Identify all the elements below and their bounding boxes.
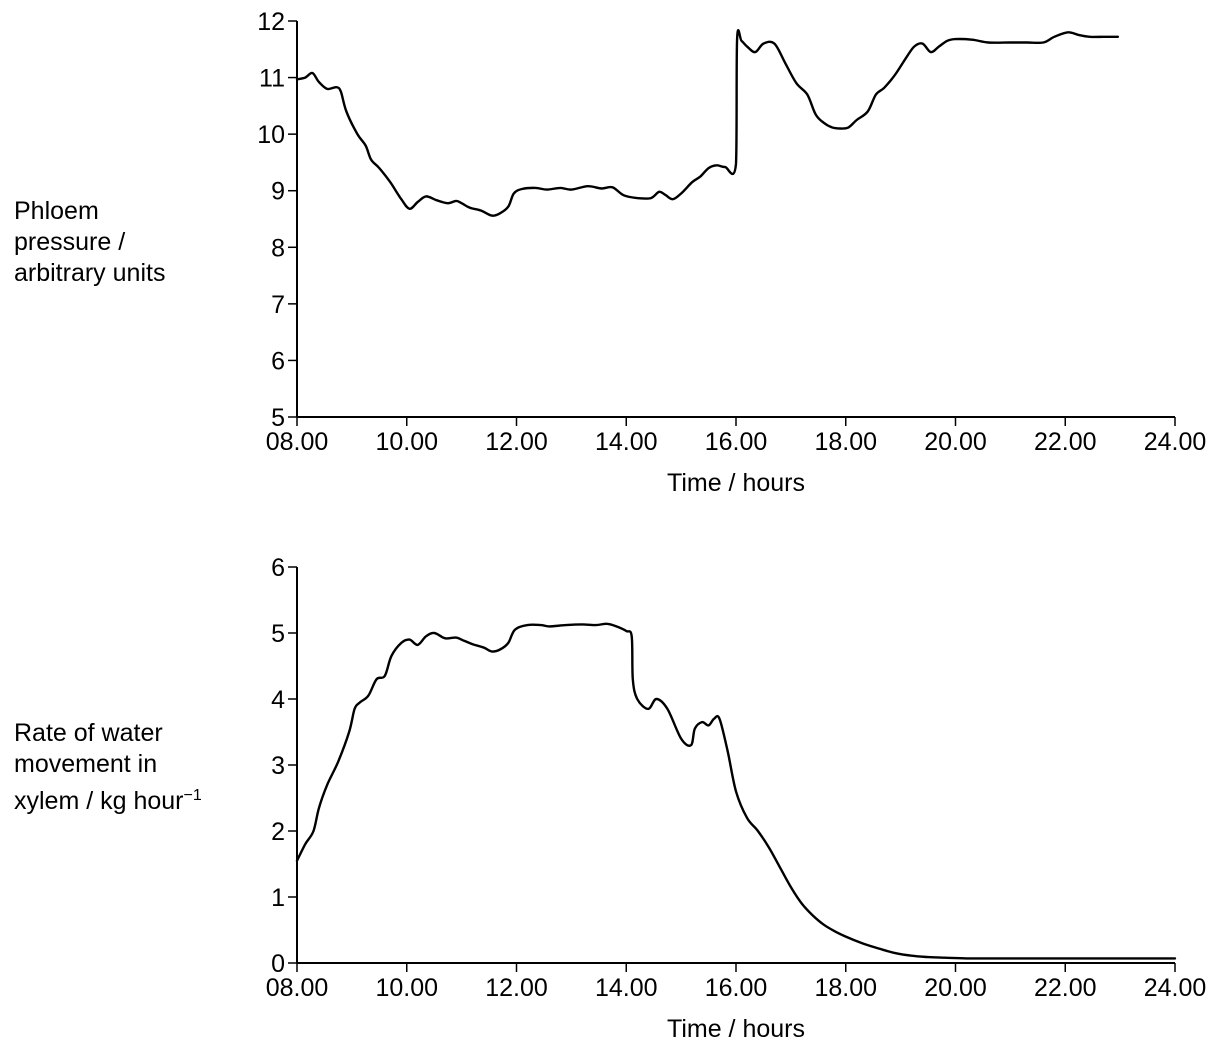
y-tick-label: 9 (271, 178, 285, 206)
x-tick-label: 18.00 (814, 428, 877, 456)
y-tick-label: 6 (271, 554, 285, 582)
x-tick-label: 24.00 (1144, 428, 1207, 456)
y-tick-label: 11 (259, 65, 285, 93)
y-tick-label: 8 (271, 234, 285, 262)
xylem-rate-y-axis-title: Rate of water movement in xylem / kg hou… (14, 718, 202, 817)
x-tick-label: 20.00 (924, 428, 987, 456)
phloem-pressure-chart: 5 6 7 8 9 10 11 12 08.00 10.00 12.00 14.00 16.00 18.0… (257, 8, 1206, 497)
y-tick-label: 3 (271, 752, 285, 780)
y-tick-label: 2 (271, 818, 285, 846)
y-axis-title-line: Phloem (14, 197, 99, 225)
y-axis-title-line: pressure / (14, 228, 126, 256)
series-line (295, 29, 1120, 217)
x-tick-label: 14.00 (595, 974, 658, 1002)
phloem-pressure-y-axis-title: Phloem pressure / arbitrary units (14, 196, 165, 289)
x-tick-label: 22.00 (1034, 428, 1097, 456)
x-tick-label: 22.00 (1034, 974, 1097, 1002)
y-axis-title-exponent: −1 (183, 787, 202, 804)
x-axis-title: Time / hours (667, 469, 805, 497)
y-axis-title-line: xylem / kg hour−1 (14, 780, 202, 817)
x-tick-label: 24.00 (1144, 974, 1207, 1002)
x-tick-label: 12.00 (485, 974, 548, 1002)
y-tick-label: 6 (271, 347, 285, 375)
y-axis-title-line: movement in (14, 750, 158, 778)
x-tick-label: 10.00 (375, 428, 438, 456)
y-axis-title-line: Rate of water (14, 719, 163, 747)
y-tick-label: 4 (271, 686, 285, 714)
x-tick-label: 16.00 (705, 974, 768, 1002)
y-tick-label: 7 (271, 291, 285, 319)
x-tick-label: 12.00 (485, 428, 548, 456)
x-tick-label: 18.00 (814, 974, 877, 1002)
xylem-water-rate-chart: 0 1 2 3 4 5 6 08.00 10.00 12.00 14.00 16.00 18.00 20.… (266, 554, 1207, 1040)
series-line (295, 622, 1177, 960)
x-tick-label: 08.00 (266, 974, 329, 1002)
y-axis-title-line: arbitrary units (14, 259, 166, 287)
x-tick-label: 08.00 (266, 428, 329, 456)
x-tick-label: 14.00 (595, 428, 658, 456)
y-tick-label: 1 (271, 884, 285, 912)
x-axis-title: Time / hours (667, 1015, 805, 1040)
x-tick-label: 10.00 (375, 974, 438, 1002)
y-tick-label: 5 (271, 404, 285, 432)
y-tick-label: 5 (271, 620, 285, 648)
x-tick-label: 16.00 (705, 428, 768, 456)
y-tick-label: 10 (257, 121, 285, 149)
y-tick-label: 12 (257, 8, 285, 36)
x-tick-label: 20.00 (924, 974, 987, 1002)
y-axis-title-text: xylem / kg hour (14, 787, 184, 815)
y-tick-label: 0 (271, 950, 285, 978)
